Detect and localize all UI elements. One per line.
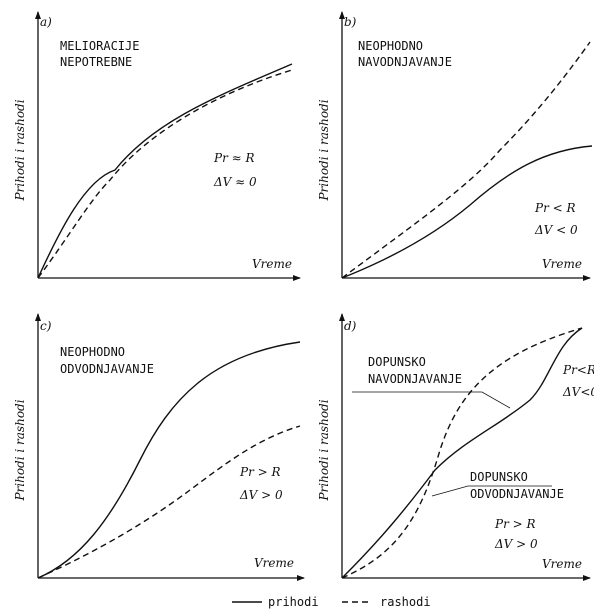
panel-b-relation-2: ΔV < 0 — [534, 223, 578, 237]
panel-d-title-b-line2: ODVODNJAVANJE — [470, 487, 564, 501]
panel-d-title-b-line1: DOPUNSKO — [470, 470, 528, 484]
panel-d-title-a-line2: NAVODNJAVANJE — [368, 372, 462, 386]
panel-c-prihodi-curve — [37, 341, 301, 579]
panel-b-ylabel: Prihodi i rashodi — [317, 99, 331, 201]
panel-c-relation-1: Pr > R — [239, 465, 281, 479]
panel-a-title-line2: NEPOTREBNE — [60, 55, 132, 69]
legend-solid-label: prihodi — [268, 595, 319, 609]
panel-d-relation-2: ΔV > 0 — [494, 537, 538, 551]
legend-dashed-label: rashodi — [380, 595, 431, 609]
panel-d-relation-4: ΔV<0 — [562, 385, 594, 399]
panel-d-xlabel: Vreme — [542, 557, 582, 571]
panel-b-xlabel: Vreme — [542, 257, 582, 271]
panel-a-title-line1: MELIORACIJE — [60, 39, 139, 53]
panel-a-ylabel: Prihodi i rashodi — [13, 99, 27, 201]
panel-b: b) Prihodi i rashodi Vreme NEOPHODNO NAV… — [317, 11, 593, 281]
panel-c-xlabel: Vreme — [254, 556, 294, 570]
panel-c-relation-2: ΔV > 0 — [239, 488, 283, 502]
panel-b-rashodi-curve — [341, 41, 591, 279]
panel-b-title-line1: NEOPHODNO — [358, 39, 423, 53]
panel-d: d) Prihodi i rashodi Vreme DOPUNSKO NAVO… — [317, 313, 594, 581]
panel-c-title-line1: NEOPHODNO — [60, 345, 125, 359]
panel-d-rashodi-curve — [341, 327, 583, 579]
panel-a-relation-2: ΔV ≈ 0 — [213, 175, 257, 189]
panel-c-rashodi-curve — [37, 425, 301, 579]
panel-d-title-a-line1: DOPUNSKO — [368, 355, 426, 369]
panel-a-relation-1: Pr ≈ R — [213, 151, 255, 165]
panel-a-xlabel: Vreme — [252, 257, 292, 271]
panel-c-title-line2: ODVODNJAVANJE — [60, 362, 154, 376]
panel-c-letter: c) — [40, 319, 52, 333]
panel-b-title-line2: NAVODNJAVANJE — [358, 55, 452, 69]
panel-d-prihodi-curve — [341, 327, 583, 579]
panel-b-letter: b) — [344, 15, 357, 29]
panel-a-letter: a) — [40, 15, 52, 29]
legend: prihodi rashodi — [232, 595, 431, 609]
panel-a-rashodi-curve — [37, 69, 293, 279]
panel-d-leader-odvodnjavanje — [431, 485, 552, 497]
panel-d-letter: d) — [344, 319, 357, 333]
panel-a-prihodi-curve — [37, 63, 293, 279]
panel-b-relation-1: Pr < R — [534, 201, 576, 215]
panel-d-relation-3: Pr<R — [562, 363, 594, 377]
panel-d-relation-1: Pr > R — [494, 517, 536, 531]
panel-a: a) Prihodi i rashodi Vreme MELIORACIJE N… — [13, 11, 301, 281]
panel-c-ylabel: Prihodi i rashodi — [13, 399, 27, 501]
panel-d-ylabel: Prihodi i rashodi — [317, 399, 331, 501]
panel-b-prihodi-curve — [341, 145, 593, 279]
panel-d-leader-navodnjavanje — [352, 391, 511, 409]
panel-c: c) Prihodi i rashodi Vreme NEOPHODNO ODV… — [13, 313, 305, 581]
